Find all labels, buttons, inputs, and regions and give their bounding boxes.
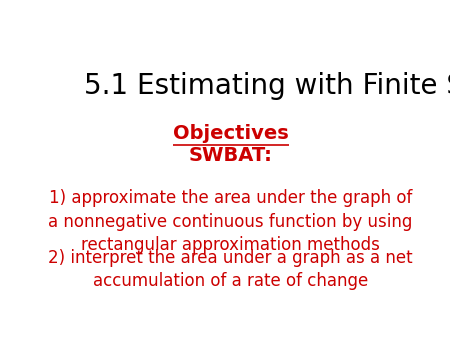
Text: Objectives: Objectives (173, 124, 288, 143)
Text: 1) approximate the area under the graph of
a nonnegative continuous function by : 1) approximate the area under the graph … (49, 189, 413, 254)
Text: SWBAT:: SWBAT: (189, 146, 273, 165)
Text: 2) interpret the area under a graph as a net
accumulation of a rate of change: 2) interpret the area under a graph as a… (48, 249, 413, 290)
Text: 5.1 Estimating with Finite Sums: 5.1 Estimating with Finite Sums (84, 72, 450, 100)
